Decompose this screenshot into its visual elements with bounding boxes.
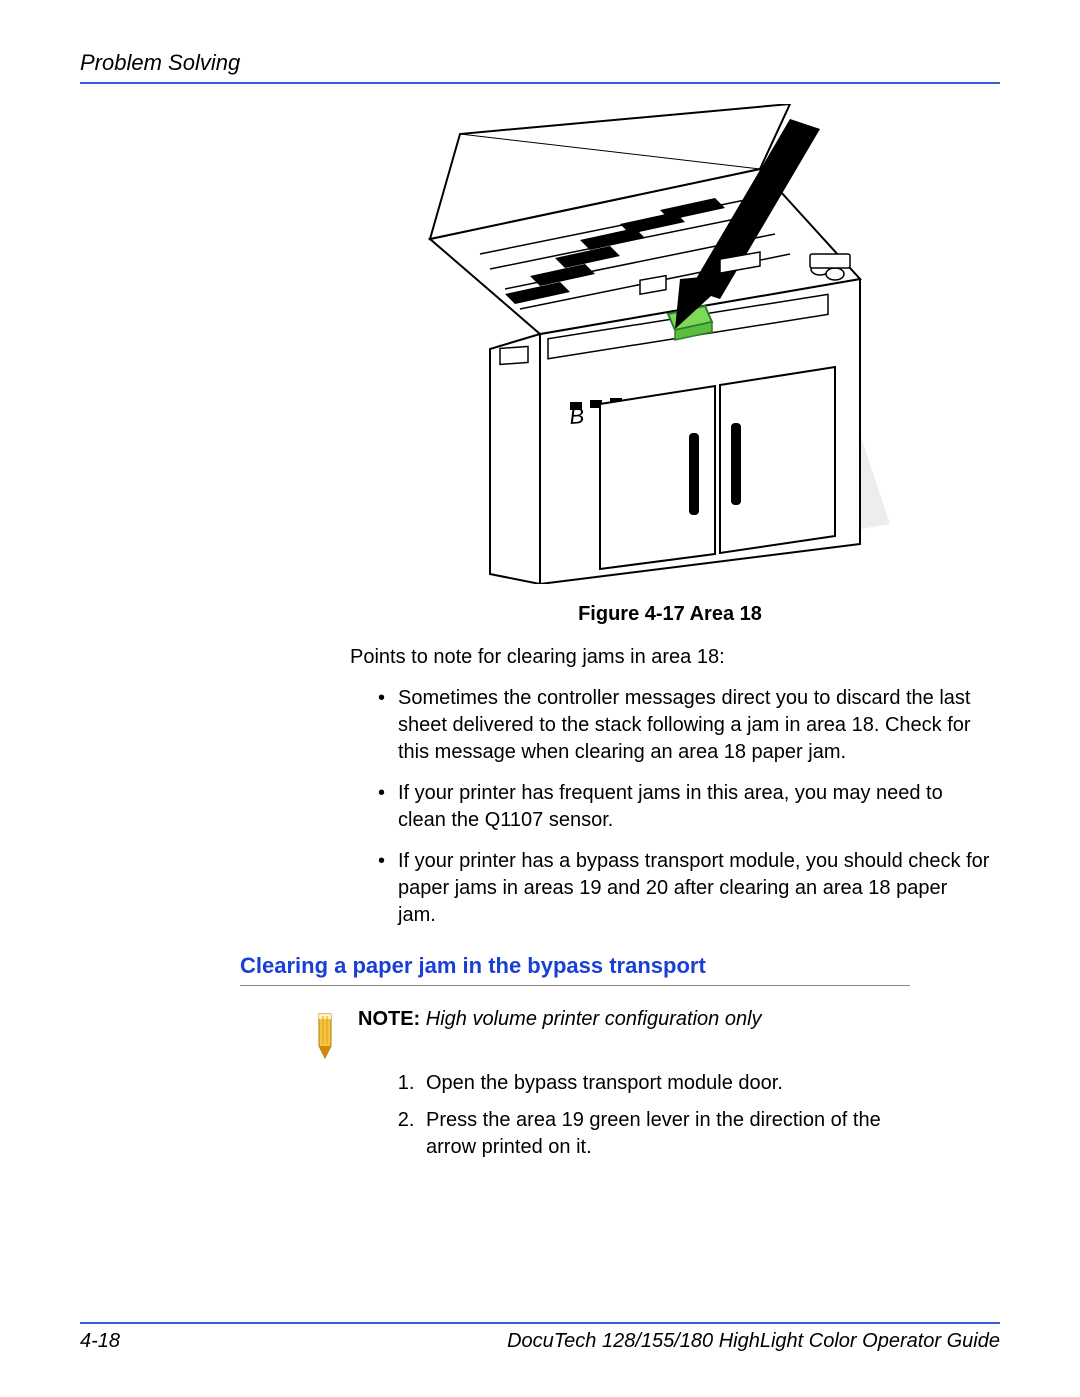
page-footer: 4-18 DocuTech 128/155/180 HighLight Colo… — [80, 1322, 1000, 1353]
pencil-icon — [310, 1008, 340, 1060]
section-heading: Clearing a paper jam in the bypass trans… — [240, 953, 910, 986]
figure-caption: Figure 4-17 Area 18 — [350, 603, 990, 626]
notes-list: Sometimes the controller messages direct… — [350, 685, 990, 929]
list-item: Open the bypass transport module door. — [420, 1070, 910, 1097]
header-section-title: Problem Solving — [80, 50, 240, 76]
guide-title: DocuTech 128/155/180 HighLight Color Ope… — [507, 1330, 1000, 1353]
page: Problem Solving — [0, 0, 1080, 1397]
section-heading-wrap: Clearing a paper jam in the bypass trans… — [240, 953, 910, 986]
page-header: Problem Solving — [80, 50, 1000, 84]
main-content: B Figure 4-17 Area — [350, 104, 990, 929]
steps-list: Open the bypass transport module door. P… — [390, 1070, 910, 1161]
list-item: Sometimes the controller messages direct… — [378, 685, 990, 766]
note-block: NOTE: High volume printer configuration … — [310, 1006, 910, 1060]
page-number: 4-18 — [80, 1330, 120, 1353]
list-item: If your printer has a bypass transport m… — [378, 848, 990, 929]
svg-text:B: B — [569, 403, 585, 429]
intro-text: Points to note for clearing jams in area… — [350, 644, 990, 671]
printer-diagram-icon: B — [420, 104, 920, 584]
note-text: NOTE: High volume printer configuration … — [358, 1006, 762, 1033]
list-item: If your printer has frequent jams in thi… — [378, 780, 990, 834]
note-body: High volume printer configuration only — [426, 1008, 762, 1030]
figure-area-18: B — [350, 104, 990, 589]
note-label: NOTE: — [358, 1008, 420, 1030]
list-item: Press the area 19 green lever in the dir… — [420, 1107, 910, 1161]
